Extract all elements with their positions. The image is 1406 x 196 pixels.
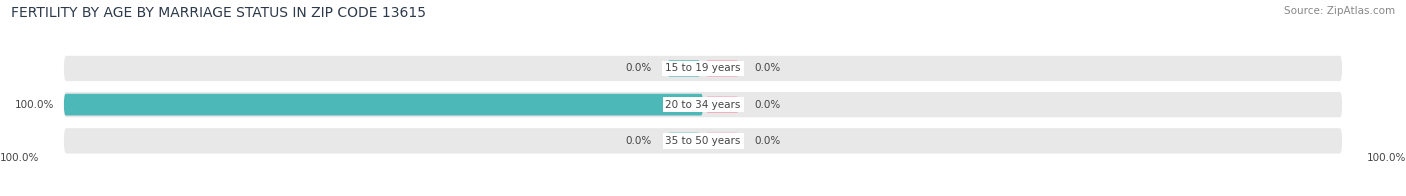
Text: 0.0%: 0.0% [754,136,780,146]
Text: 15 to 19 years: 15 to 19 years [665,64,741,74]
Text: 100.0%: 100.0% [15,100,55,110]
Text: Source: ZipAtlas.com: Source: ZipAtlas.com [1284,6,1395,16]
FancyBboxPatch shape [668,96,700,113]
Text: 0.0%: 0.0% [754,64,780,74]
FancyBboxPatch shape [63,128,1343,153]
Text: FERTILITY BY AGE BY MARRIAGE STATUS IN ZIP CODE 13615: FERTILITY BY AGE BY MARRIAGE STATUS IN Z… [11,6,426,20]
FancyBboxPatch shape [706,60,738,77]
FancyBboxPatch shape [668,60,700,77]
Text: 100.0%: 100.0% [0,153,39,163]
Text: 0.0%: 0.0% [626,64,652,74]
Text: 20 to 34 years: 20 to 34 years [665,100,741,110]
FancyBboxPatch shape [668,133,700,149]
FancyBboxPatch shape [706,96,738,113]
FancyBboxPatch shape [63,56,1343,81]
Text: 100.0%: 100.0% [1367,153,1406,163]
FancyBboxPatch shape [63,94,703,115]
FancyBboxPatch shape [706,133,738,149]
Text: 0.0%: 0.0% [754,100,780,110]
FancyBboxPatch shape [63,92,1343,117]
Text: 0.0%: 0.0% [626,136,652,146]
Text: 35 to 50 years: 35 to 50 years [665,136,741,146]
